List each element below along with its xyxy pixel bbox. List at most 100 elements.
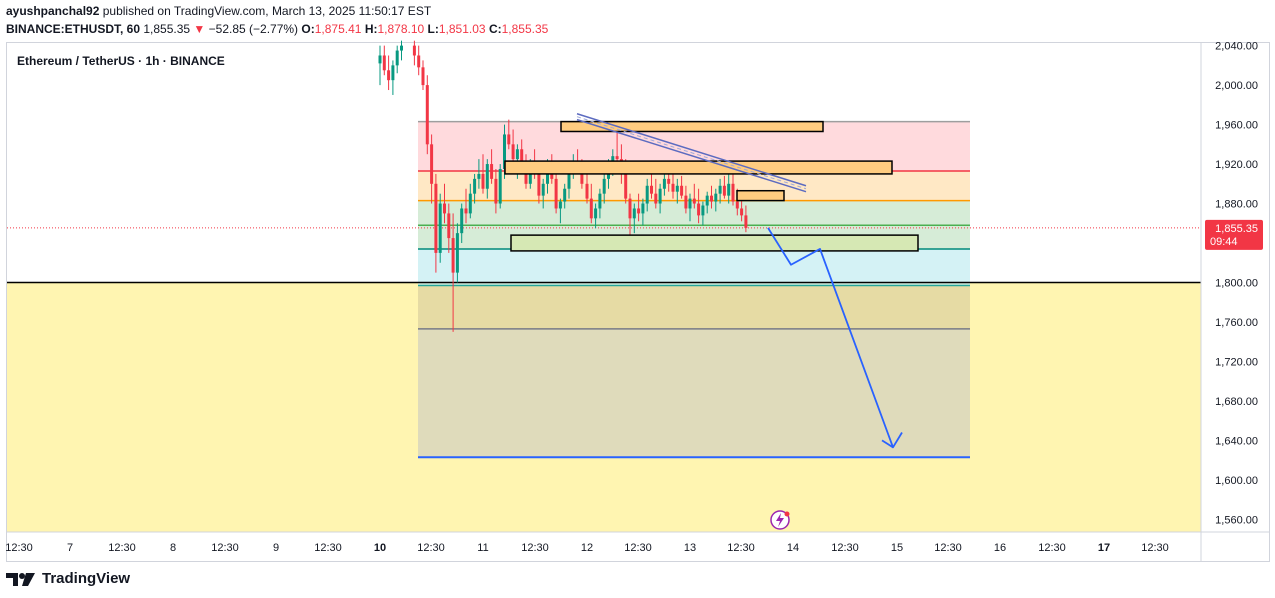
- y-tick-label: 2,000.00: [1215, 80, 1258, 92]
- candle: [710, 185, 713, 209]
- candle-body: [697, 203, 701, 216]
- y-tick-label: 1,600.00: [1215, 475, 1258, 487]
- olive-zone: [418, 285, 970, 329]
- candle: [740, 198, 744, 222]
- candle-body: [710, 195, 713, 202]
- x-tick-label: 12: [581, 542, 593, 554]
- x-tick-label: 7: [67, 542, 73, 554]
- candle-body: [602, 178, 606, 194]
- candle-body: [684, 195, 688, 209]
- lightning-icon-dot: [784, 511, 790, 517]
- chart-frame[interactable]: [6, 42, 1270, 562]
- x-tick-label: 12:30: [831, 542, 859, 554]
- candle-body: [464, 208, 468, 214]
- candle-body: [563, 188, 567, 202]
- author-name[interactable]: ayushpanchal92: [6, 4, 100, 18]
- candle-body: [632, 208, 636, 219]
- x-tick-label: 8: [170, 542, 176, 554]
- channel-upper-line: [576, 113, 807, 187]
- candle: [697, 188, 701, 224]
- candle-body: [628, 198, 632, 219]
- x-tick-label: 17: [1098, 542, 1110, 554]
- y-tick-label: 1,720.00: [1215, 356, 1258, 368]
- candle-body: [481, 173, 485, 189]
- candle-body: [537, 173, 541, 196]
- x-tick-label: 12:30: [314, 542, 342, 554]
- close-key: C:: [488, 22, 502, 36]
- candle: [727, 168, 731, 204]
- candle: [434, 173, 438, 273]
- candle-body: [511, 144, 515, 160]
- candle: [654, 178, 658, 209]
- candle-body: [675, 185, 679, 192]
- candle-body: [387, 70, 391, 81]
- x-tick-label: 12:30: [1038, 542, 1066, 554]
- candle-body: [473, 178, 477, 194]
- y-tick-label: 1,760.00: [1215, 317, 1258, 329]
- candle-body: [645, 185, 649, 204]
- candle-body: [447, 213, 451, 239]
- candle: [417, 45, 421, 76]
- low-value: 1,851.03: [438, 22, 486, 36]
- x-tick-label: 12:30: [934, 542, 962, 554]
- candle: [594, 203, 598, 229]
- demand-block: [510, 234, 919, 252]
- candle-body: [624, 173, 628, 199]
- candle-body: [421, 67, 425, 86]
- candle: [490, 149, 494, 184]
- candle: [598, 188, 602, 219]
- tradingview-footer[interactable]: TradingView: [6, 570, 130, 587]
- x-tick-label: 15: [891, 542, 903, 554]
- x-tick-label: 11: [477, 542, 488, 554]
- candle-body: [515, 149, 519, 160]
- candle-body: [641, 203, 645, 214]
- candle: [628, 193, 632, 239]
- candle-body: [705, 195, 709, 206]
- candle-body: [567, 171, 571, 189]
- change-down-icon: ▼: [193, 22, 206, 36]
- candle-body: [688, 198, 692, 209]
- candle-body: [498, 168, 502, 204]
- candle: [464, 188, 468, 224]
- high-value: 1,878.10: [377, 22, 425, 36]
- order-block-middle: [504, 160, 893, 175]
- candle: [731, 173, 735, 206]
- x-tick-label: 16: [994, 542, 1006, 554]
- open-value: 1,875.41: [314, 22, 362, 36]
- projection-arrowhead: [881, 439, 894, 449]
- candle: [662, 171, 666, 196]
- candle-body: [667, 178, 671, 184]
- candle: [632, 203, 636, 234]
- candle-body: [395, 50, 399, 66]
- order-block-small: [736, 189, 785, 202]
- candle: [645, 178, 649, 212]
- x-tick-label: 12:30: [1141, 542, 1169, 554]
- candle: [714, 188, 718, 212]
- x-tick-label: 10: [374, 542, 386, 554]
- high-key: H:: [364, 22, 378, 36]
- publish-text: published on TradingView.com, March 13, …: [102, 4, 432, 18]
- candle-body: [477, 173, 481, 179]
- candle: [468, 183, 472, 219]
- symbol-label: BINANCE:ETHUSDT, 60: [6, 22, 141, 36]
- candle: [563, 183, 567, 209]
- candle-body: [671, 183, 675, 192]
- candle-body: [391, 65, 395, 81]
- y-tick-label: 1,680.00: [1215, 396, 1258, 408]
- candle: [722, 175, 726, 199]
- candle-body: [722, 185, 726, 196]
- candle-body: [714, 193, 718, 202]
- x-tick-label: 12:30: [211, 542, 239, 554]
- candle: [391, 60, 395, 95]
- change-label: −52.85 (−2.77%): [208, 22, 299, 36]
- candle-body: [503, 134, 506, 169]
- symbol-legend[interactable]: Ethereum / TetherUS · 1h · BINANCE: [15, 53, 227, 69]
- candle-body: [412, 45, 416, 56]
- y-tick-label: 1,560.00: [1215, 514, 1258, 526]
- channel-lower-line: [576, 118, 807, 193]
- open-key: O:: [301, 22, 315, 36]
- candle: [684, 185, 688, 214]
- x-tick-label: 13: [684, 542, 696, 554]
- candle-body: [460, 208, 464, 234]
